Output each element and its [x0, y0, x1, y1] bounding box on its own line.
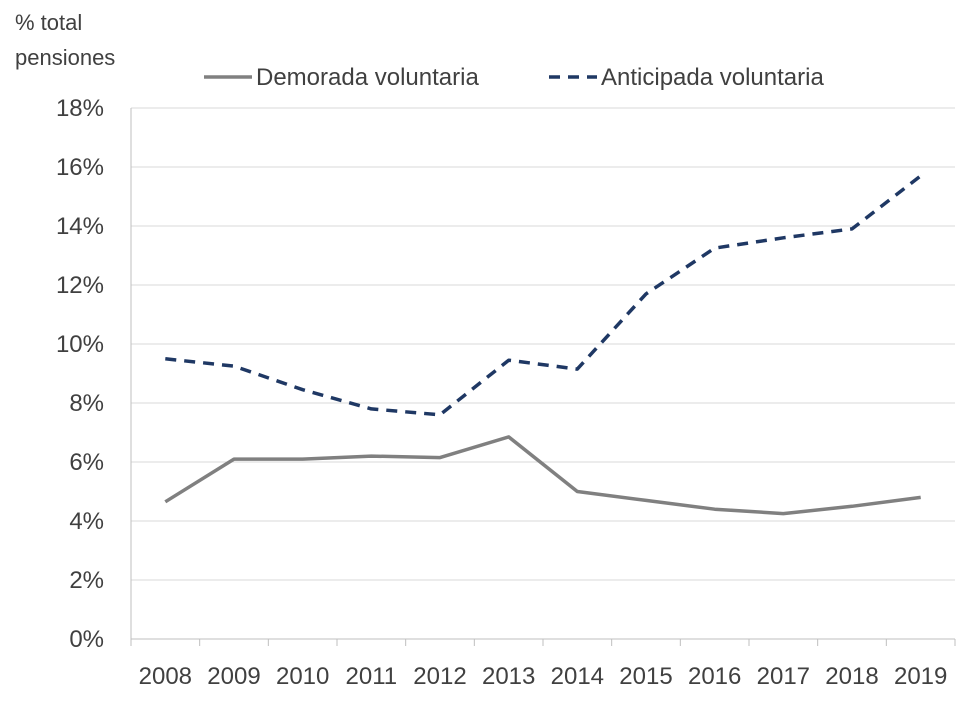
- x-tick-label-2011: 2011: [346, 663, 398, 690]
- legend-label-anticipada: Anticipada voluntaria: [601, 64, 824, 91]
- x-tick-labels: 2008 2009 2010 2011 2012 2013 2014 2015 2016 2017…: [139, 663, 948, 690]
- y-tick-label-2: 4%: [69, 508, 104, 535]
- legend-label-demorada: Demorada voluntaria: [256, 64, 479, 91]
- y-tick-label-7: 14%: [56, 213, 104, 240]
- x-tick-label-2014: 2014: [551, 663, 604, 690]
- y-tick-label-6: 12%: [56, 272, 104, 299]
- y-tick-label-0: 0%: [69, 626, 104, 653]
- series-lines: [164, 174, 922, 516]
- x-tick-label-2018: 2018: [825, 663, 878, 690]
- x-tick-label-2009: 2009: [207, 663, 260, 690]
- y-tick-label-8: 16%: [56, 154, 104, 181]
- y-tick-label-9: 18%: [56, 95, 104, 122]
- series-line-demorada: [164, 435, 921, 516]
- x-tick-label-2019: 2019: [894, 663, 947, 690]
- y-tick-label-5: 10%: [56, 331, 104, 358]
- x-tick-label-2013: 2013: [482, 663, 535, 690]
- y-tick-label-3: 6%: [69, 449, 104, 476]
- x-tick-label-2012: 2012: [413, 663, 466, 690]
- y-axis-label-line-1: % total: [15, 10, 82, 35]
- x-tick-label-2015: 2015: [619, 663, 672, 690]
- y-tick-labels: 0% 2% 4% 6% 8% 10% 12% 14% 16% 18%: [56, 95, 104, 653]
- series-line-anticipada: [165, 174, 922, 417]
- x-tick-label-2008: 2008: [139, 663, 192, 690]
- gridlines: [131, 107, 955, 581]
- x-tick-label-2010: 2010: [276, 663, 329, 690]
- x-tick-label-2016: 2016: [688, 663, 741, 690]
- legend: Demorada voluntaria Anticipada voluntari…: [204, 64, 824, 91]
- axes: [130, 108, 956, 646]
- y-tick-label-4: 8%: [69, 390, 104, 417]
- x-tick-label-2017: 2017: [757, 663, 810, 690]
- y-tick-label-1: 2%: [69, 567, 104, 594]
- y-axis-label-line-2: pensiones: [15, 45, 115, 70]
